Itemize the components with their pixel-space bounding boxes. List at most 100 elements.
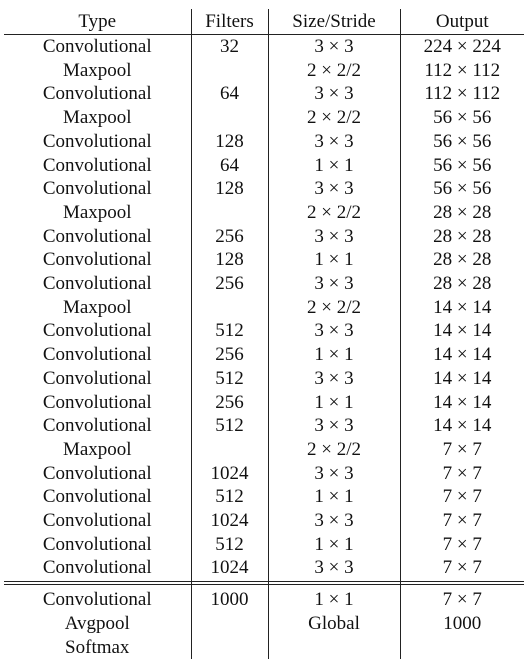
cell-size-stride: 3 × 3: [267, 129, 400, 154]
cell-size-stride: [267, 635, 400, 660]
cell-filters: 128: [190, 177, 268, 201]
cell-size-stride: 1 × 1: [267, 532, 400, 557]
table-row: Convolutional 512 3 × 3 14 × 14: [4, 319, 524, 344]
cell-filters: 512: [190, 366, 268, 391]
cell-type: Convolutional: [42, 415, 152, 437]
cell-filters: [190, 611, 268, 636]
cell-output: 56 × 56: [399, 129, 524, 154]
header-output: Output: [399, 9, 524, 35]
table-row: Convolutional 128 3 × 3 56 × 56: [4, 177, 524, 201]
cell-type: Convolutional: [42, 486, 152, 508]
cell-output: 14 × 14: [399, 366, 524, 391]
table-row: Convolutional 256 3 × 3 28 × 28: [4, 224, 524, 249]
table-row: Convolutional 32 3 × 3 224 × 224: [4, 34, 524, 59]
cell-type: Softmax: [65, 636, 130, 658]
cell-filters: 512: [190, 414, 268, 438]
table-row: Convolutional 64 3 × 3 112 × 112: [4, 82, 524, 107]
cell-type: Convolutional: [42, 510, 152, 532]
table-body: Convolutional 32 3 × 3 224 × 224 Maxpool 2 × …: [4, 34, 524, 581]
cell-size-stride: 3 × 3: [267, 34, 400, 59]
cell-filters: 1024: [190, 509, 268, 533]
cell-output: 1000: [399, 611, 524, 636]
cell-filters: 1000: [190, 580, 268, 612]
cell-filters: 256: [190, 343, 268, 367]
cell-size-stride: 2 × 2/2: [267, 437, 400, 462]
cell-type: Convolutional: [42, 273, 152, 295]
cell-output: 7 × 7: [399, 437, 524, 462]
cell-filters: 64: [190, 153, 268, 178]
cell-size-stride: 3 × 3: [267, 177, 400, 201]
cell-output: 14 × 14: [399, 390, 524, 415]
cell-output: [399, 635, 524, 660]
cell-filters: [190, 295, 268, 320]
cell-type: Convolutional: [42, 320, 152, 342]
cell-filters: [190, 58, 268, 83]
cell-type: Convolutional: [42, 557, 152, 579]
cell-size-stride: 3 × 3: [267, 461, 400, 486]
cell-size-stride: 3 × 3: [267, 272, 400, 296]
cell-size-stride: 1 × 1: [267, 248, 400, 273]
cell-filters: 256: [190, 390, 268, 415]
cell-type: Convolutional: [42, 83, 152, 105]
cell-size-stride: 3 × 3: [267, 224, 400, 249]
architecture-table: Type Filters Size/Stride Output Convolut…: [4, 9, 524, 660]
table-row: Convolutional 128 3 × 3 56 × 56: [4, 129, 524, 154]
cell-type: Maxpool: [62, 438, 132, 460]
cell-size-stride: 2 × 2/2: [267, 106, 400, 130]
cell-output: 14 × 14: [399, 295, 524, 320]
cell-filters: 512: [190, 485, 268, 510]
table-row: Maxpool 2 × 2/2 112 × 112: [4, 58, 524, 83]
cell-filters: [190, 106, 268, 130]
cell-type: Maxpool: [62, 296, 132, 318]
cell-output: 56 × 56: [399, 153, 524, 178]
cell-output: 28 × 28: [399, 272, 524, 296]
cell-output: 14 × 14: [399, 319, 524, 344]
table-row: Avgpool Global 1000: [4, 611, 524, 636]
cell-size-stride: 3 × 3: [267, 82, 400, 107]
table-row: Maxpool 2 × 2/2 56 × 56: [4, 106, 524, 130]
table-row: Convolutional 64 1 × 1 56 × 56: [4, 153, 524, 178]
cell-filters: [190, 635, 268, 660]
cell-output: 7 × 7: [399, 485, 524, 510]
cell-output: 28 × 28: [399, 248, 524, 273]
cell-type: Maxpool: [62, 107, 132, 129]
cell-filters: 1024: [190, 461, 268, 486]
cell-size-stride: 3 × 3: [267, 556, 400, 581]
double-rule-bottom: [4, 584, 524, 586]
table-row: Convolutional 512 3 × 3 14 × 14: [4, 414, 524, 438]
table-row: Convolutional 128 1 × 1 28 × 28: [4, 248, 524, 273]
cell-filters: 32: [190, 34, 268, 59]
cell-output: 7 × 7: [399, 509, 524, 533]
cell-type: Convolutional: [42, 178, 152, 200]
cell-output: 7 × 7: [399, 580, 524, 612]
cell-type: Convolutional: [42, 462, 152, 484]
cell-type: Convolutional: [42, 533, 152, 555]
cell-type: Avgpool: [64, 612, 130, 634]
cell-filters: 512: [190, 319, 268, 344]
table-row: Maxpool 2 × 2/2 7 × 7: [4, 437, 524, 462]
cell-type: Convolutional: [42, 36, 152, 57]
table-row: Convolutional 256 3 × 3 28 × 28: [4, 272, 524, 296]
cell-filters: 1024: [190, 556, 268, 581]
cell-output: 7 × 7: [399, 532, 524, 557]
cell-filters: 64: [190, 82, 268, 107]
cell-size-stride: 2 × 2/2: [267, 200, 400, 225]
cell-filters: [190, 200, 268, 225]
cell-type: Convolutional: [42, 589, 152, 611]
cell-type: Convolutional: [42, 154, 152, 176]
cell-output: 28 × 28: [399, 200, 524, 225]
cell-output: 7 × 7: [399, 461, 524, 486]
cell-output: 56 × 56: [399, 177, 524, 201]
cell-size-stride: 3 × 3: [267, 509, 400, 533]
cell-output: 14 × 14: [399, 343, 524, 367]
table-row: Convolutional 256 1 × 1 14 × 14: [4, 390, 524, 415]
cell-filters: 128: [190, 248, 268, 273]
cell-output: 56 × 56: [399, 106, 524, 130]
cell-size-stride: Global: [267, 611, 400, 636]
